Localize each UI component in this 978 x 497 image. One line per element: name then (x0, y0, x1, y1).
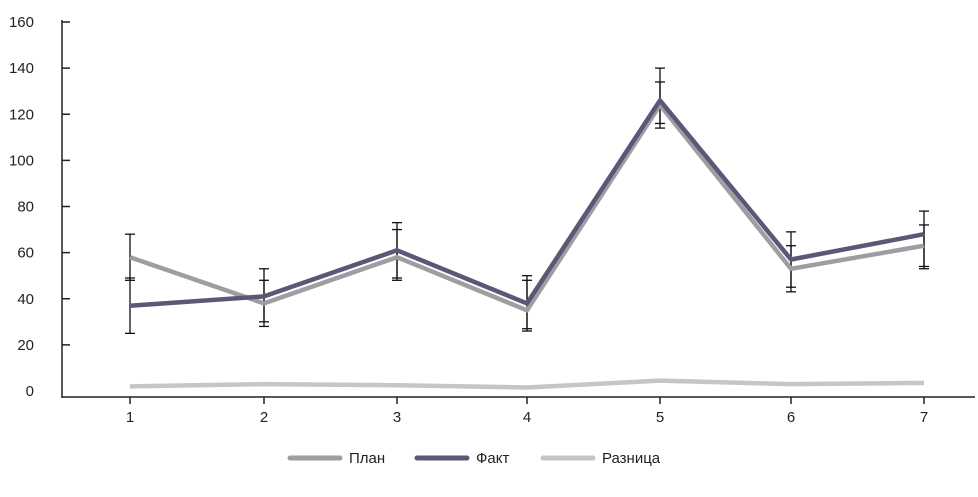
y-tick-label: 0 (26, 383, 34, 400)
y-tick-label: 100 (9, 152, 34, 169)
legend-item: План (287, 450, 385, 467)
y-tick-label: 120 (9, 106, 34, 123)
y-tick-label: 160 (9, 14, 34, 31)
axes: 0 20 40 60 80 100 120 140 160 1 2 3 4 5 6 7 (9, 14, 975, 426)
x-tick-label: 3 (393, 409, 401, 426)
legend-item: Разница (540, 450, 661, 467)
error-bar (655, 67, 665, 125)
y-tick-label: 40 (17, 291, 34, 308)
x-tick-label: 4 (523, 409, 531, 426)
legend-item: Факт (414, 450, 509, 467)
y-tick-label: 140 (9, 60, 34, 77)
series-line-1 (129, 102, 925, 313)
y-tick-label: 60 (17, 245, 34, 262)
x-tick-label: 2 (260, 409, 268, 426)
x-tick-label: 6 (787, 409, 795, 426)
legend-label: План (349, 450, 385, 467)
legend-label: Разница (602, 450, 661, 467)
legend: План Факт Разница (287, 450, 661, 467)
error-bars (125, 67, 929, 334)
x-tick-label: 1 (126, 409, 134, 426)
error-bar (919, 210, 929, 270)
series-lines (129, 98, 925, 390)
y-tick-label: 80 (17, 199, 34, 216)
x-tick-label: 5 (656, 409, 664, 426)
y-tick-label: 20 (17, 337, 34, 354)
x-tick-label: 7 (920, 409, 928, 426)
error-bar (786, 231, 796, 293)
legend-label: Факт (476, 450, 509, 467)
series-line-2 (129, 98, 925, 308)
series-line-3 (129, 378, 925, 390)
